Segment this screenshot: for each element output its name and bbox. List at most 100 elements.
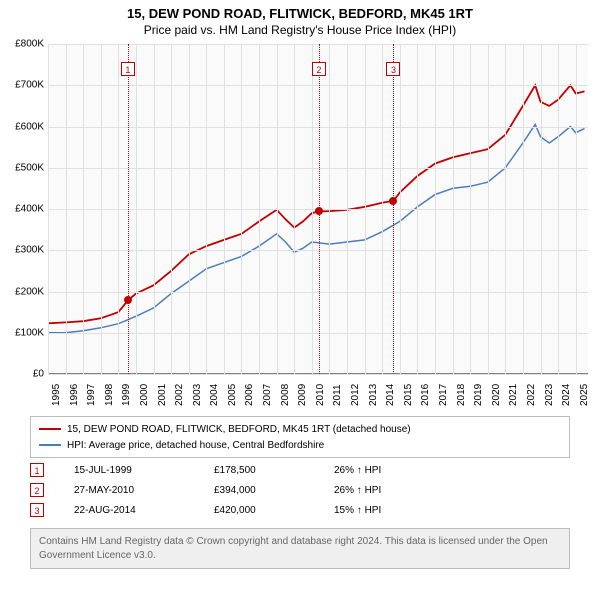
grid-line-v	[576, 44, 577, 374]
event-row: 1 15-JUL-1999 £178,500 26% ↑ HPI	[30, 460, 570, 480]
legend-swatch	[39, 428, 61, 430]
grid-line-v	[541, 44, 542, 374]
y-tick-label: £700K	[0, 80, 44, 91]
x-tick-label: 2007	[262, 384, 273, 406]
price-marker-dot	[389, 197, 397, 205]
x-tick-label: 1996	[69, 384, 80, 406]
event-marker-badge: 2	[312, 62, 326, 76]
legend-label: HPI: Average price, detached house, Cent…	[67, 440, 324, 451]
price-marker-dot	[315, 207, 323, 215]
x-tick-label: 2000	[139, 384, 150, 406]
x-tick-label: 2008	[280, 384, 291, 406]
grid-line-v	[277, 44, 278, 374]
x-tick-label: 2021	[508, 384, 519, 406]
price-marker-dot	[124, 296, 132, 304]
y-tick-label: £200K	[0, 286, 44, 297]
grid-line-v	[488, 44, 489, 374]
grid-line-v	[171, 44, 172, 374]
grid-line-v	[118, 44, 119, 374]
grid-line-v	[417, 44, 418, 374]
grid-line-v	[136, 44, 137, 374]
event-marker-line	[393, 44, 394, 374]
grid-line-v	[382, 44, 383, 374]
x-tick-label: 1995	[51, 384, 62, 406]
grid-line-v	[435, 44, 436, 374]
event-row: 2 27-MAY-2010 £394,000 26% ↑ HPI	[30, 480, 570, 500]
legend-label: 15, DEW POND ROAD, FLITWICK, BEDFORD, MK…	[67, 424, 411, 435]
event-delta: 15% ↑ HPI	[334, 505, 434, 516]
x-tick-label: 2010	[315, 384, 326, 406]
x-tick-label: 2004	[209, 384, 220, 406]
event-badge: 1	[30, 463, 44, 477]
event-marker-badge: 3	[386, 62, 400, 76]
grid-line-v	[48, 44, 49, 374]
grid-line-v	[66, 44, 67, 374]
chart-plot-area: £0£100K£200K£300K£400K£500K£600K£700K£80…	[48, 44, 588, 374]
x-tick-label: 1998	[104, 384, 115, 406]
chart-subtitle: Price paid vs. HM Land Registry's House …	[0, 23, 600, 37]
event-badge: 3	[30, 503, 44, 517]
x-tick-label: 2018	[456, 384, 467, 406]
y-tick-label: £100K	[0, 327, 44, 338]
x-tick-label: 2006	[244, 384, 255, 406]
event-price: £420,000	[214, 505, 334, 516]
y-tick-label: £400K	[0, 204, 44, 215]
attribution-box: Contains HM Land Registry data © Crown c…	[30, 528, 570, 569]
x-tick-label: 2023	[544, 384, 555, 406]
grid-line-v	[400, 44, 401, 374]
legend-item: 15, DEW POND ROAD, FLITWICK, BEDFORD, MK…	[39, 421, 561, 437]
attribution-text: Contains HM Land Registry data © Crown c…	[39, 536, 548, 561]
event-delta: 26% ↑ HPI	[334, 465, 434, 476]
grid-line-v	[83, 44, 84, 374]
x-tick-label: 2015	[403, 384, 414, 406]
x-tick-label: 2024	[561, 384, 572, 406]
y-tick-label: £500K	[0, 162, 44, 173]
x-tick-label: 2011	[332, 384, 343, 406]
y-tick-label: £600K	[0, 121, 44, 132]
event-date: 22-AUG-2014	[74, 505, 214, 516]
x-tick-label: 2002	[174, 384, 185, 406]
grid-line-v	[453, 44, 454, 374]
event-delta: 26% ↑ HPI	[334, 485, 434, 496]
event-date: 15-JUL-1999	[74, 465, 214, 476]
events-table: 1 15-JUL-1999 £178,500 26% ↑ HPI 2 27-MA…	[30, 460, 570, 520]
event-row: 3 22-AUG-2014 £420,000 15% ↑ HPI	[30, 500, 570, 520]
grid-line-v	[558, 44, 559, 374]
x-tick-label: 2022	[526, 384, 537, 406]
legend-swatch	[39, 444, 61, 446]
x-tick-label: 2014	[385, 384, 396, 406]
x-tick-label: 1997	[86, 384, 97, 406]
grid-line-v	[312, 44, 313, 374]
chart-title: 15, DEW POND ROAD, FLITWICK, BEDFORD, MK…	[0, 6, 600, 21]
grid-line-v	[224, 44, 225, 374]
grid-line-v	[365, 44, 366, 374]
x-tick-label: 2003	[192, 384, 203, 406]
x-tick-label: 2013	[368, 384, 379, 406]
legend: 15, DEW POND ROAD, FLITWICK, BEDFORD, MK…	[30, 416, 570, 458]
event-badge: 2	[30, 483, 44, 497]
grid-line-v	[294, 44, 295, 374]
grid-line-v	[189, 44, 190, 374]
x-tick-label: 2009	[297, 384, 308, 406]
grid-line-v	[505, 44, 506, 374]
x-tick-label: 2019	[473, 384, 484, 406]
chart-title-block: 15, DEW POND ROAD, FLITWICK, BEDFORD, MK…	[0, 0, 600, 37]
grid-line-v	[154, 44, 155, 374]
x-tick-label: 2016	[420, 384, 431, 406]
x-tick-label: 2001	[157, 384, 168, 406]
y-tick-label: £300K	[0, 245, 44, 256]
grid-line-v	[347, 44, 348, 374]
grid-line-v	[470, 44, 471, 374]
event-price: £178,500	[214, 465, 334, 476]
grid-line-h	[48, 374, 588, 375]
event-date: 27-MAY-2010	[74, 485, 214, 496]
grid-line-v	[329, 44, 330, 374]
legend-item: HPI: Average price, detached house, Cent…	[39, 437, 561, 453]
x-tick-label: 2025	[579, 384, 590, 406]
grid-line-v	[206, 44, 207, 374]
event-marker-line	[128, 44, 129, 374]
x-tick-label: 2020	[491, 384, 502, 406]
x-tick-label: 2005	[227, 384, 238, 406]
event-marker-badge: 1	[121, 62, 135, 76]
grid-line-v	[241, 44, 242, 374]
